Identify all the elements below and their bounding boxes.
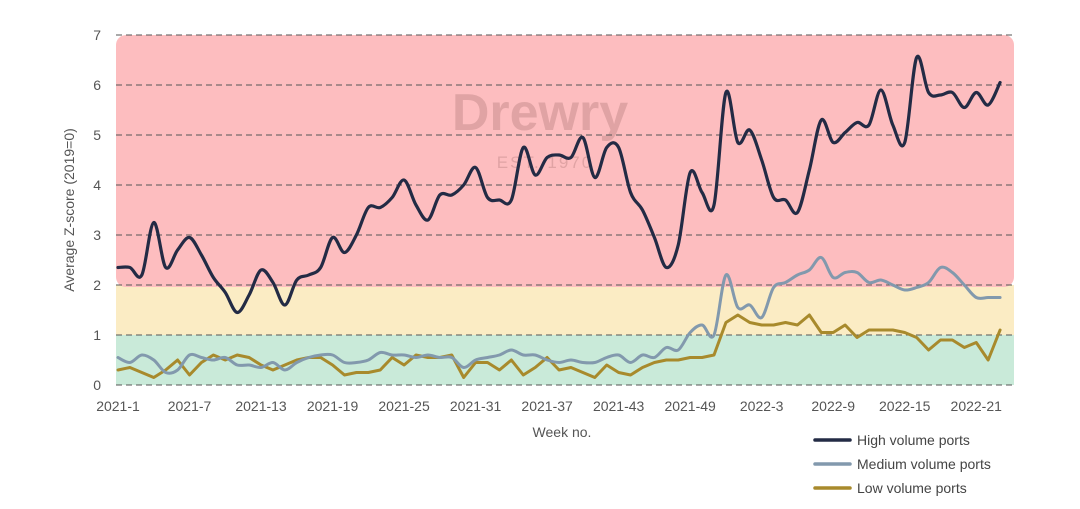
y-tick-label: 7 [93, 27, 101, 43]
band-2 [116, 35, 1014, 287]
x-tick-label: 2021-31 [450, 398, 502, 414]
y-tick-label: 0 [93, 377, 101, 393]
x-tick-label: 2021-1 [96, 398, 140, 414]
x-tick-label: 2021-25 [378, 398, 430, 414]
y-tick-label: 3 [93, 227, 101, 243]
legend: High volume ports Medium volume ports Low … [813, 432, 991, 496]
x-tick-label: 2021-49 [664, 398, 716, 414]
legend-label: Medium volume ports [857, 456, 991, 472]
y-tick-label: 5 [93, 127, 101, 143]
series-lines [116, 54, 1002, 379]
x-tick-label: 2021-13 [235, 398, 287, 414]
x-tick-label: 2022-3 [740, 398, 784, 414]
legend-label: High volume ports [857, 432, 970, 448]
x-axis-label: Week no. [533, 424, 592, 440]
series-line-high-volume-ports [116, 54, 1002, 315]
y-axis-label: Average Z-score (2019=0) [61, 128, 77, 292]
x-tick-label: 2022-21 [951, 398, 1003, 414]
y-axis-ticks: 0 1 2 3 4 5 6 7 [93, 27, 101, 393]
x-tick-label: 2021-19 [307, 398, 359, 414]
x-axis-ticks: 2021-1 2021-7 2021-13 2021-19 2021-25 2021-31… [96, 398, 1002, 414]
x-tick-label: 2021-7 [168, 398, 212, 414]
x-tick-label: 2021-37 [521, 398, 573, 414]
zscore-bands [116, 35, 1014, 385]
x-tick-label: 2022-9 [811, 398, 855, 414]
band-1 [116, 285, 1014, 335]
y-tick-label: 4 [93, 177, 101, 193]
watermark-brand: Drewry [452, 84, 628, 142]
y-tick-label: 2 [93, 277, 101, 293]
series-line-medium-volume-ports [116, 255, 1002, 375]
x-tick-label: 2021-43 [593, 398, 645, 414]
legend-label: Low volume ports [857, 480, 967, 496]
y-tick-label: 6 [93, 77, 101, 93]
x-tick-label: 2022-15 [879, 398, 931, 414]
y-tick-label: 1 [93, 327, 101, 343]
